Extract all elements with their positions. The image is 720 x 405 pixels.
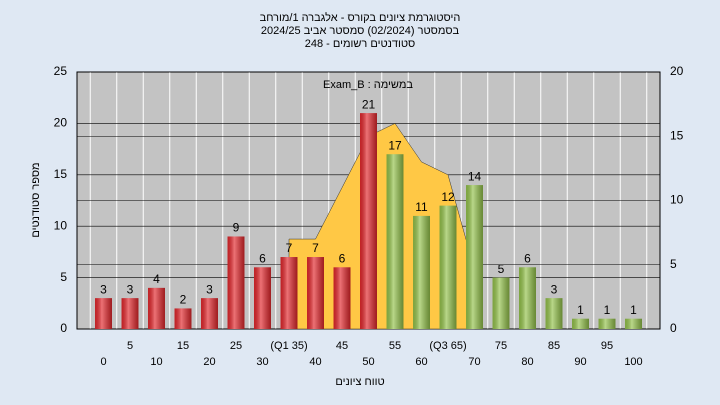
bar-shade xyxy=(519,267,536,329)
bar-shade xyxy=(95,298,112,329)
x-tick-label: 60 xyxy=(415,356,427,368)
x-axis-label: טווח ציונים xyxy=(335,376,384,388)
x-tick-label: 5 xyxy=(127,340,133,352)
bar-shade xyxy=(280,257,298,329)
bar-shade xyxy=(360,113,377,330)
bar-shade xyxy=(386,154,404,329)
x-tick-label: 10 xyxy=(150,356,162,368)
value-label: 3 xyxy=(206,282,213,296)
value-label: 12 xyxy=(441,190,455,204)
title-line: סטודנטים רשומים - 248 xyxy=(305,38,416,50)
bar-shade xyxy=(333,267,351,329)
x-tick-label: 70 xyxy=(468,356,480,368)
value-label: 7 xyxy=(312,241,319,255)
bar-shade xyxy=(466,185,483,329)
value-label: 5 xyxy=(498,262,505,276)
bar-shade xyxy=(598,318,616,329)
value-label: 6 xyxy=(524,251,531,265)
value-label: 3 xyxy=(551,282,558,296)
bar-shade xyxy=(413,215,430,329)
x-tick-label: 55 xyxy=(389,340,401,352)
x-tick-label: 100 xyxy=(624,356,642,368)
y-tick-label: 0 xyxy=(60,321,67,335)
value-label: 1 xyxy=(604,303,611,317)
y-tick-label: 5 xyxy=(60,270,67,284)
y-tick-label: 20 xyxy=(54,116,68,130)
value-label: 17 xyxy=(388,138,402,152)
bar-shade xyxy=(439,205,457,329)
y2-tick-label: 15 xyxy=(670,128,684,142)
x-tick-label: 75 xyxy=(495,340,507,352)
y-tick-label: 15 xyxy=(54,167,68,181)
bar-shade xyxy=(201,298,218,329)
bar-shade xyxy=(625,318,642,329)
value-label: 4 xyxy=(153,272,160,286)
x-tick-label: 90 xyxy=(574,356,586,368)
y2-tick-label: 10 xyxy=(670,193,684,207)
bar-shade xyxy=(545,298,563,329)
value-label: 7 xyxy=(286,241,293,255)
title-line: היסטוגרמת ציונים בקורס - אלגברה 1/מורחב xyxy=(260,11,461,24)
annotation: Exam_B : במשימה xyxy=(323,79,413,91)
x-tick-label: 25 xyxy=(230,340,242,352)
value-label: 21 xyxy=(362,97,376,111)
value-label: 9 xyxy=(233,221,240,235)
y-tick-label: 25 xyxy=(54,64,68,78)
x-tick-label: 20 xyxy=(203,356,215,368)
bar-shade xyxy=(148,287,165,329)
value-label: 1 xyxy=(630,303,637,317)
x-tick-label: 40 xyxy=(309,356,321,368)
x-tick-label: 50 xyxy=(362,356,374,368)
bar-shade xyxy=(307,257,324,329)
value-label: 3 xyxy=(127,282,134,296)
x-tick-label: 95 xyxy=(601,340,613,352)
bar-shade xyxy=(227,236,245,329)
x-tick-label: (Q1 35) xyxy=(270,340,307,352)
x-tick-label: (Q3 65) xyxy=(429,340,466,352)
bar-shade xyxy=(121,298,139,329)
y2-tick-label: 20 xyxy=(670,64,684,78)
x-tick-label: 45 xyxy=(336,340,348,352)
y-tick-label: 10 xyxy=(54,218,68,232)
value-label: 14 xyxy=(468,169,482,183)
value-label: 3 xyxy=(100,282,107,296)
title-line: בסמסטר (02/2024) סמסטר אביב 2024/25 xyxy=(261,25,460,37)
bar-shade xyxy=(254,267,271,329)
value-label: 6 xyxy=(259,251,266,265)
y-axis-label: מספר סטודנטים xyxy=(30,162,42,237)
value-label: 11 xyxy=(415,200,428,214)
value-label: 2 xyxy=(180,293,187,307)
x-tick-label: 0 xyxy=(100,356,106,368)
x-tick-label: 15 xyxy=(177,340,189,352)
y2-tick-label: 0 xyxy=(670,321,677,335)
x-tick-label: 80 xyxy=(521,356,533,368)
value-label: 6 xyxy=(339,251,346,265)
y2-tick-label: 5 xyxy=(670,257,677,271)
bar-shade xyxy=(492,277,510,329)
x-tick-label: 85 xyxy=(548,340,560,352)
bar-shade xyxy=(572,318,589,329)
x-tick-label: 30 xyxy=(256,356,268,368)
value-label: 1 xyxy=(577,303,584,317)
bar-shade xyxy=(174,308,192,329)
